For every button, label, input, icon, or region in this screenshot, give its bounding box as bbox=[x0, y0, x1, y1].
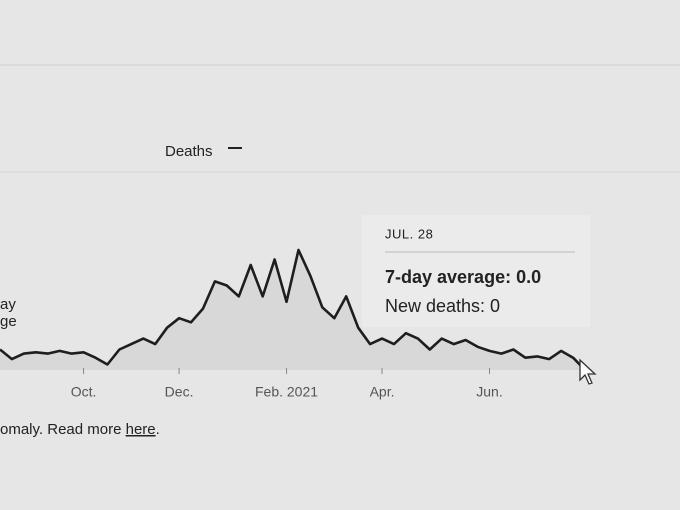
footnote: omaly. Read more here. bbox=[0, 421, 160, 438]
footnote-end: . bbox=[156, 421, 160, 438]
x-tick-label: Dec. bbox=[165, 384, 194, 400]
x-tick-label: Apr. bbox=[370, 384, 395, 400]
tooltip-average: 7-day average: 0.0 bbox=[385, 267, 541, 287]
plot: Oct. Dec. Feb. 2021 Apr. Jun. bbox=[0, 248, 586, 400]
x-tick-label: Feb. 2021 bbox=[255, 384, 318, 400]
x-tick-label: Jun. bbox=[476, 384, 502, 400]
tooltip bbox=[362, 215, 590, 327]
legend-fragment: ay bbox=[0, 296, 16, 313]
line bbox=[0, 248, 586, 371]
x-tick-label: Oct. bbox=[71, 384, 97, 400]
legend-label: Deaths bbox=[165, 143, 213, 160]
tooltip-new: New deaths: 0 bbox=[385, 296, 500, 316]
tooltip-date: JUL. 28 bbox=[385, 226, 433, 241]
legend-fragment: ge bbox=[0, 313, 17, 330]
footnote-link[interactable]: here bbox=[126, 421, 156, 438]
cursor bbox=[579, 358, 597, 385]
footnote-text: omaly. Read more bbox=[0, 421, 126, 438]
